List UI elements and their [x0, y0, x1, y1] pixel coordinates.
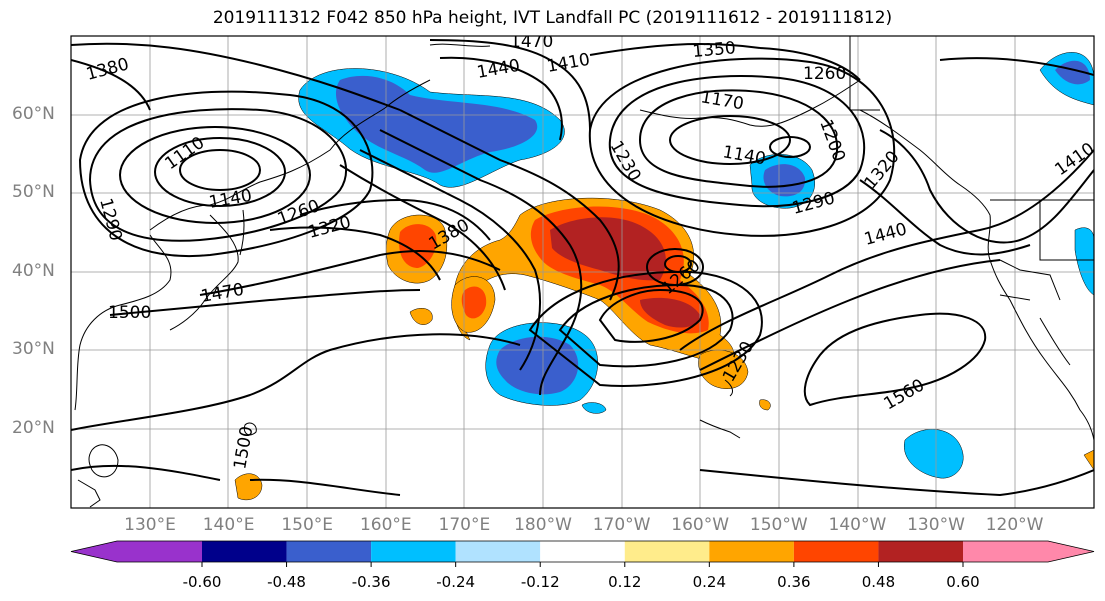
- longitude-label: 140°E: [202, 515, 255, 535]
- colorbar-outline: [70, 540, 1095, 563]
- contour-label: 1350: [692, 38, 737, 62]
- colorbar-tick-label: 0.48: [861, 573, 896, 591]
- latitude-label: 30°N: [12, 339, 55, 359]
- colorbar-tick-label: -0.48: [267, 573, 306, 591]
- colorbar-segment: [371, 541, 456, 562]
- colorbar-segment: [540, 541, 625, 562]
- longitude-label: 170°E: [438, 515, 491, 535]
- colorbar-segment: [286, 541, 372, 562]
- colorbar-segment: [202, 541, 287, 562]
- longitude-label: 150°E: [281, 515, 334, 535]
- colorbar-segment: [878, 541, 963, 562]
- longitude-label: 170°W: [592, 515, 651, 535]
- longitude-label: 160°E: [359, 515, 412, 535]
- colorbar-segment: [624, 541, 710, 562]
- colorbar-tick-label: 0.36: [777, 573, 811, 591]
- colorbar-segment: [455, 541, 541, 562]
- latitude-label: 20°N: [12, 418, 55, 438]
- colorbar-tick-label: -0.12: [520, 573, 560, 591]
- height-contours: [71, 39, 1094, 497]
- colorbar-segment: [793, 541, 879, 562]
- latitude-label: 60°N: [12, 104, 55, 124]
- colorbar-tick-label: -0.36: [351, 573, 391, 591]
- longitude-label: 160°W: [671, 515, 730, 535]
- longitude-label: 150°W: [749, 515, 808, 535]
- longitude-label: 140°W: [828, 515, 887, 535]
- positive-anomaly-regions: [234, 197, 1094, 501]
- colorbar-segment: [963, 541, 1094, 562]
- colorbar-tick-label: -0.60: [182, 573, 222, 591]
- contour-label: 1470: [510, 32, 553, 52]
- contour-label: 1260: [803, 64, 846, 84]
- colorbar-tick-label: -0.24: [436, 573, 476, 591]
- map-title: 2019111312 F042 850 hPa height, IVT Land…: [212, 8, 893, 28]
- colorbar: [70, 540, 1095, 567]
- longitude-label: 120°W: [985, 515, 1044, 535]
- colorbar-segment: [709, 541, 794, 562]
- longitude-label: 130°W: [907, 515, 965, 535]
- colorbar-tick-label: 0.12: [608, 573, 642, 591]
- colorbar-segment: [71, 541, 202, 562]
- latitude-label: 50°N: [12, 182, 55, 202]
- contour-label: 1500: [108, 303, 151, 323]
- colorbar-tick-label: 0.60: [946, 573, 980, 591]
- longitude-label: 130°E: [124, 515, 176, 535]
- colorbar-tick-label: 0.24: [692, 573, 727, 591]
- latitude-label: 40°N: [12, 261, 55, 281]
- coastlines: [74, 36, 1094, 508]
- longitude-label: 180°W: [514, 515, 572, 535]
